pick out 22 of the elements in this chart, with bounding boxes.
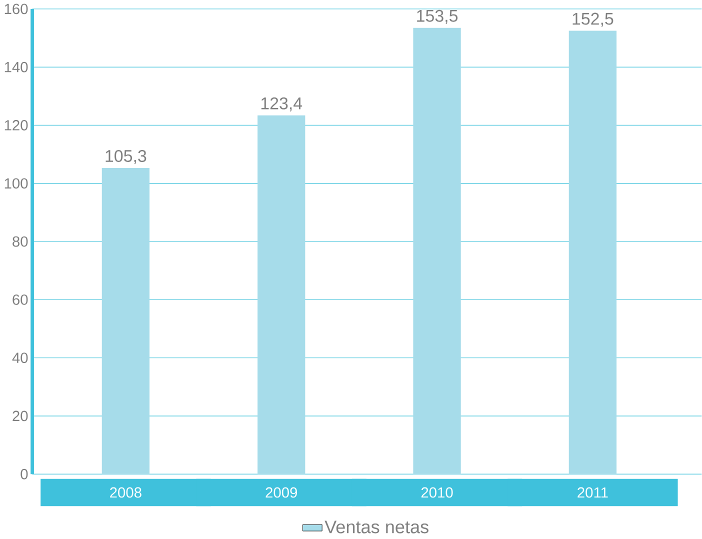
y-tick-label: 100 (4, 178, 28, 188)
text: 152,5 (572, 12, 614, 27)
x-tick-label: 2011 (578, 487, 608, 498)
x-tick-label: 2010 (421, 487, 453, 498)
bar (413, 28, 461, 474)
text: 153,5 (417, 10, 458, 24)
bar (568, 30, 617, 474)
y-tick-label: 140 (4, 62, 28, 72)
y-tick-label: 0 (20, 468, 28, 480)
x-tick-label: 2009 (266, 487, 297, 498)
bar (102, 168, 150, 474)
y-tick-label: 80 (12, 236, 28, 247)
x-tick-label: 2008 (110, 487, 142, 498)
text: 105,3 (106, 150, 146, 164)
y-tick-label: 120 (4, 120, 28, 130)
y-tick-label: 20 (12, 410, 28, 421)
y-tick-label: 60 (12, 294, 28, 305)
bar (258, 115, 306, 474)
text: 123,4 (261, 97, 302, 112)
y-tick-label: 160 (4, 4, 28, 14)
y-tick-label: 40 (12, 352, 28, 363)
legend-label: Ventas netas (324, 520, 428, 534)
